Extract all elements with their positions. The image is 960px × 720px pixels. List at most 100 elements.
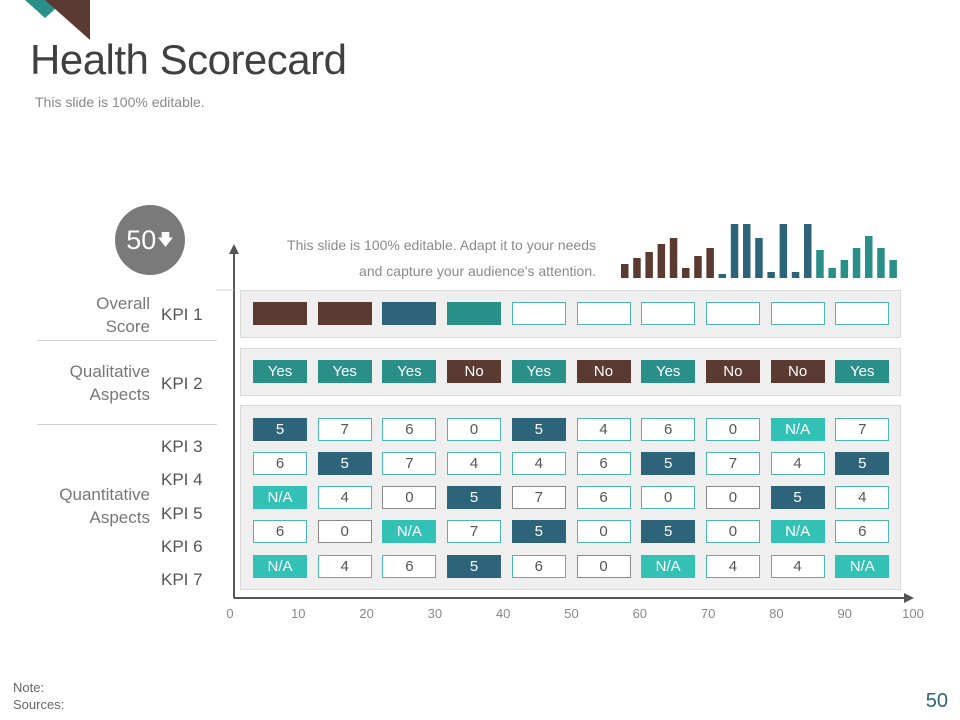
- note-label: Note:: [13, 680, 45, 695]
- x-axis-tick-label: 0: [226, 606, 234, 621]
- x-axis-tick-label: 90: [837, 606, 852, 621]
- kpi1-cell: [770, 302, 825, 325]
- kpi5-cell: 0: [382, 486, 437, 509]
- kpi4-cell: 4: [447, 452, 502, 475]
- group-quantitative-line1: Quantitative: [59, 485, 150, 504]
- sources-label: Sources:: [13, 697, 65, 712]
- kpi6-cell: 6: [835, 520, 890, 543]
- kpi2-cell: No: [447, 360, 502, 383]
- kpi4-cell: 4: [770, 452, 825, 475]
- kpi6-cell: N/A: [382, 520, 437, 543]
- kpi-label: KPI 1: [161, 305, 203, 324]
- kpi3-cell: 6: [641, 418, 696, 441]
- kpi7-cell: 4: [317, 555, 372, 578]
- kpi7-cell: 6: [511, 555, 566, 578]
- down-arrow-icon: 🡇: [157, 231, 174, 249]
- kpi6-cell: 0: [705, 520, 760, 543]
- kpi5-cell: 5: [770, 486, 825, 509]
- kpi1-cell: [317, 302, 372, 325]
- description-text: This slide is 100% editable. Adapt it to…: [250, 232, 596, 284]
- kpi3-cell: 0: [705, 418, 760, 441]
- kpi6-cell: N/A: [770, 520, 825, 543]
- page-subtitle: This slide is 100% editable.: [35, 94, 205, 110]
- kpi2-cell: Yes: [253, 360, 307, 383]
- kpi4-cell: 5: [641, 452, 696, 475]
- kpi5-cell: 7: [511, 486, 566, 509]
- x-axis-tick-label: 10: [291, 606, 306, 621]
- kpi5-cell: N/A: [253, 486, 307, 509]
- kpi2-cell: Yes: [382, 360, 437, 383]
- description-line-1: This slide is 100% editable. Adapt it to…: [287, 237, 596, 253]
- kpi3-cell: 0: [447, 418, 502, 441]
- kpi2-cell: Yes: [511, 360, 566, 383]
- kpi1-cell: [253, 302, 307, 325]
- kpi6-cell: 7: [447, 520, 502, 543]
- group-divider: [37, 424, 217, 425]
- kpi7-cell: N/A: [835, 555, 890, 578]
- group-overall-score: Overall Score: [60, 292, 150, 338]
- kpi1-cell: [576, 302, 631, 325]
- kpi7-cell: N/A: [253, 555, 307, 578]
- kpi1-cell: [511, 302, 566, 325]
- x-axis-tick-label: 60: [632, 606, 648, 621]
- x-axis-tick-label: 50: [564, 606, 579, 621]
- group-qualitative: Qualitative Aspects: [40, 360, 150, 406]
- kpi3-cell: 4: [576, 418, 631, 441]
- kpi2-cell: No: [576, 360, 631, 383]
- kpi-label: KPI 4: [161, 470, 203, 489]
- kpi7-cell: 0: [576, 555, 631, 578]
- kpi4-cell: 6: [576, 452, 631, 475]
- kpi2-cell: No: [705, 360, 760, 383]
- kpi-label: KPI 7: [161, 570, 203, 589]
- kpi1-cell: [641, 302, 696, 325]
- kpi5-cell: 0: [705, 486, 760, 509]
- kpi4-cell: 7: [382, 452, 437, 475]
- kpi4-cell: 5: [317, 452, 372, 475]
- kpi5-cell: 5: [447, 486, 502, 509]
- kpi5-cell: 4: [317, 486, 372, 509]
- kpi5-cell: 4: [835, 486, 890, 509]
- x-axis-tick-label: 40: [495, 606, 511, 621]
- kpi1-cell: [835, 302, 890, 325]
- group-quantitative-line2: Aspects: [89, 508, 150, 527]
- kpi3-cell: 6: [382, 418, 437, 441]
- group-qualitative-line1: Qualitative: [69, 362, 150, 381]
- kpi3-cell: 5: [253, 418, 307, 441]
- kpi7-cell: 5: [447, 555, 502, 578]
- page-title: Health Scorecard: [30, 36, 347, 83]
- group-qualitative-line2: Aspects: [89, 385, 150, 404]
- kpi7-cell: 4: [770, 555, 825, 578]
- x-axis-tick-label: 80: [769, 606, 784, 621]
- kpi3-cell: 7: [317, 418, 372, 441]
- kpi-label: KPI 5: [161, 504, 203, 523]
- corner-ribbon-icon: [25, 0, 90, 40]
- kpi7-cell: 6: [382, 555, 437, 578]
- kpi-label: KPI 2: [161, 374, 203, 393]
- kpi7-cell: N/A: [641, 555, 696, 578]
- footer-notes: Note: Sources:: [13, 679, 64, 713]
- kpi6-cell: 0: [317, 520, 372, 543]
- x-axis-tick-label: 20: [359, 606, 374, 621]
- kpi-label: KPI 3: [161, 437, 203, 456]
- overall-score-badge: 50 🡇: [115, 205, 185, 275]
- kpi3-cell: 5: [511, 418, 566, 441]
- kpi1-cell: [382, 302, 437, 325]
- page-number: 50: [925, 690, 948, 712]
- group-overall-line2: Score: [105, 317, 150, 336]
- x-axis-tick-label: 30: [427, 606, 443, 621]
- score-value: 50: [126, 224, 157, 255]
- kpi1-cell: [705, 302, 760, 325]
- kpi2-cell: Yes: [835, 360, 890, 383]
- kpi6-cell: 6: [253, 520, 307, 543]
- kpi5-cell: 6: [576, 486, 631, 509]
- group-overall-line1: Overall: [96, 294, 150, 313]
- group-quantitative: Quantitative Aspects: [30, 483, 150, 529]
- kpi2-cell: No: [770, 360, 825, 383]
- kpi2-cell: Yes: [317, 360, 372, 383]
- description-line-2: and capture your audience's attention.: [359, 263, 596, 279]
- kpi2-cell: Yes: [641, 360, 696, 383]
- kpi3-cell: 7: [835, 418, 890, 441]
- kpi4-cell: 5: [835, 452, 890, 475]
- kpi6-cell: 5: [511, 520, 566, 543]
